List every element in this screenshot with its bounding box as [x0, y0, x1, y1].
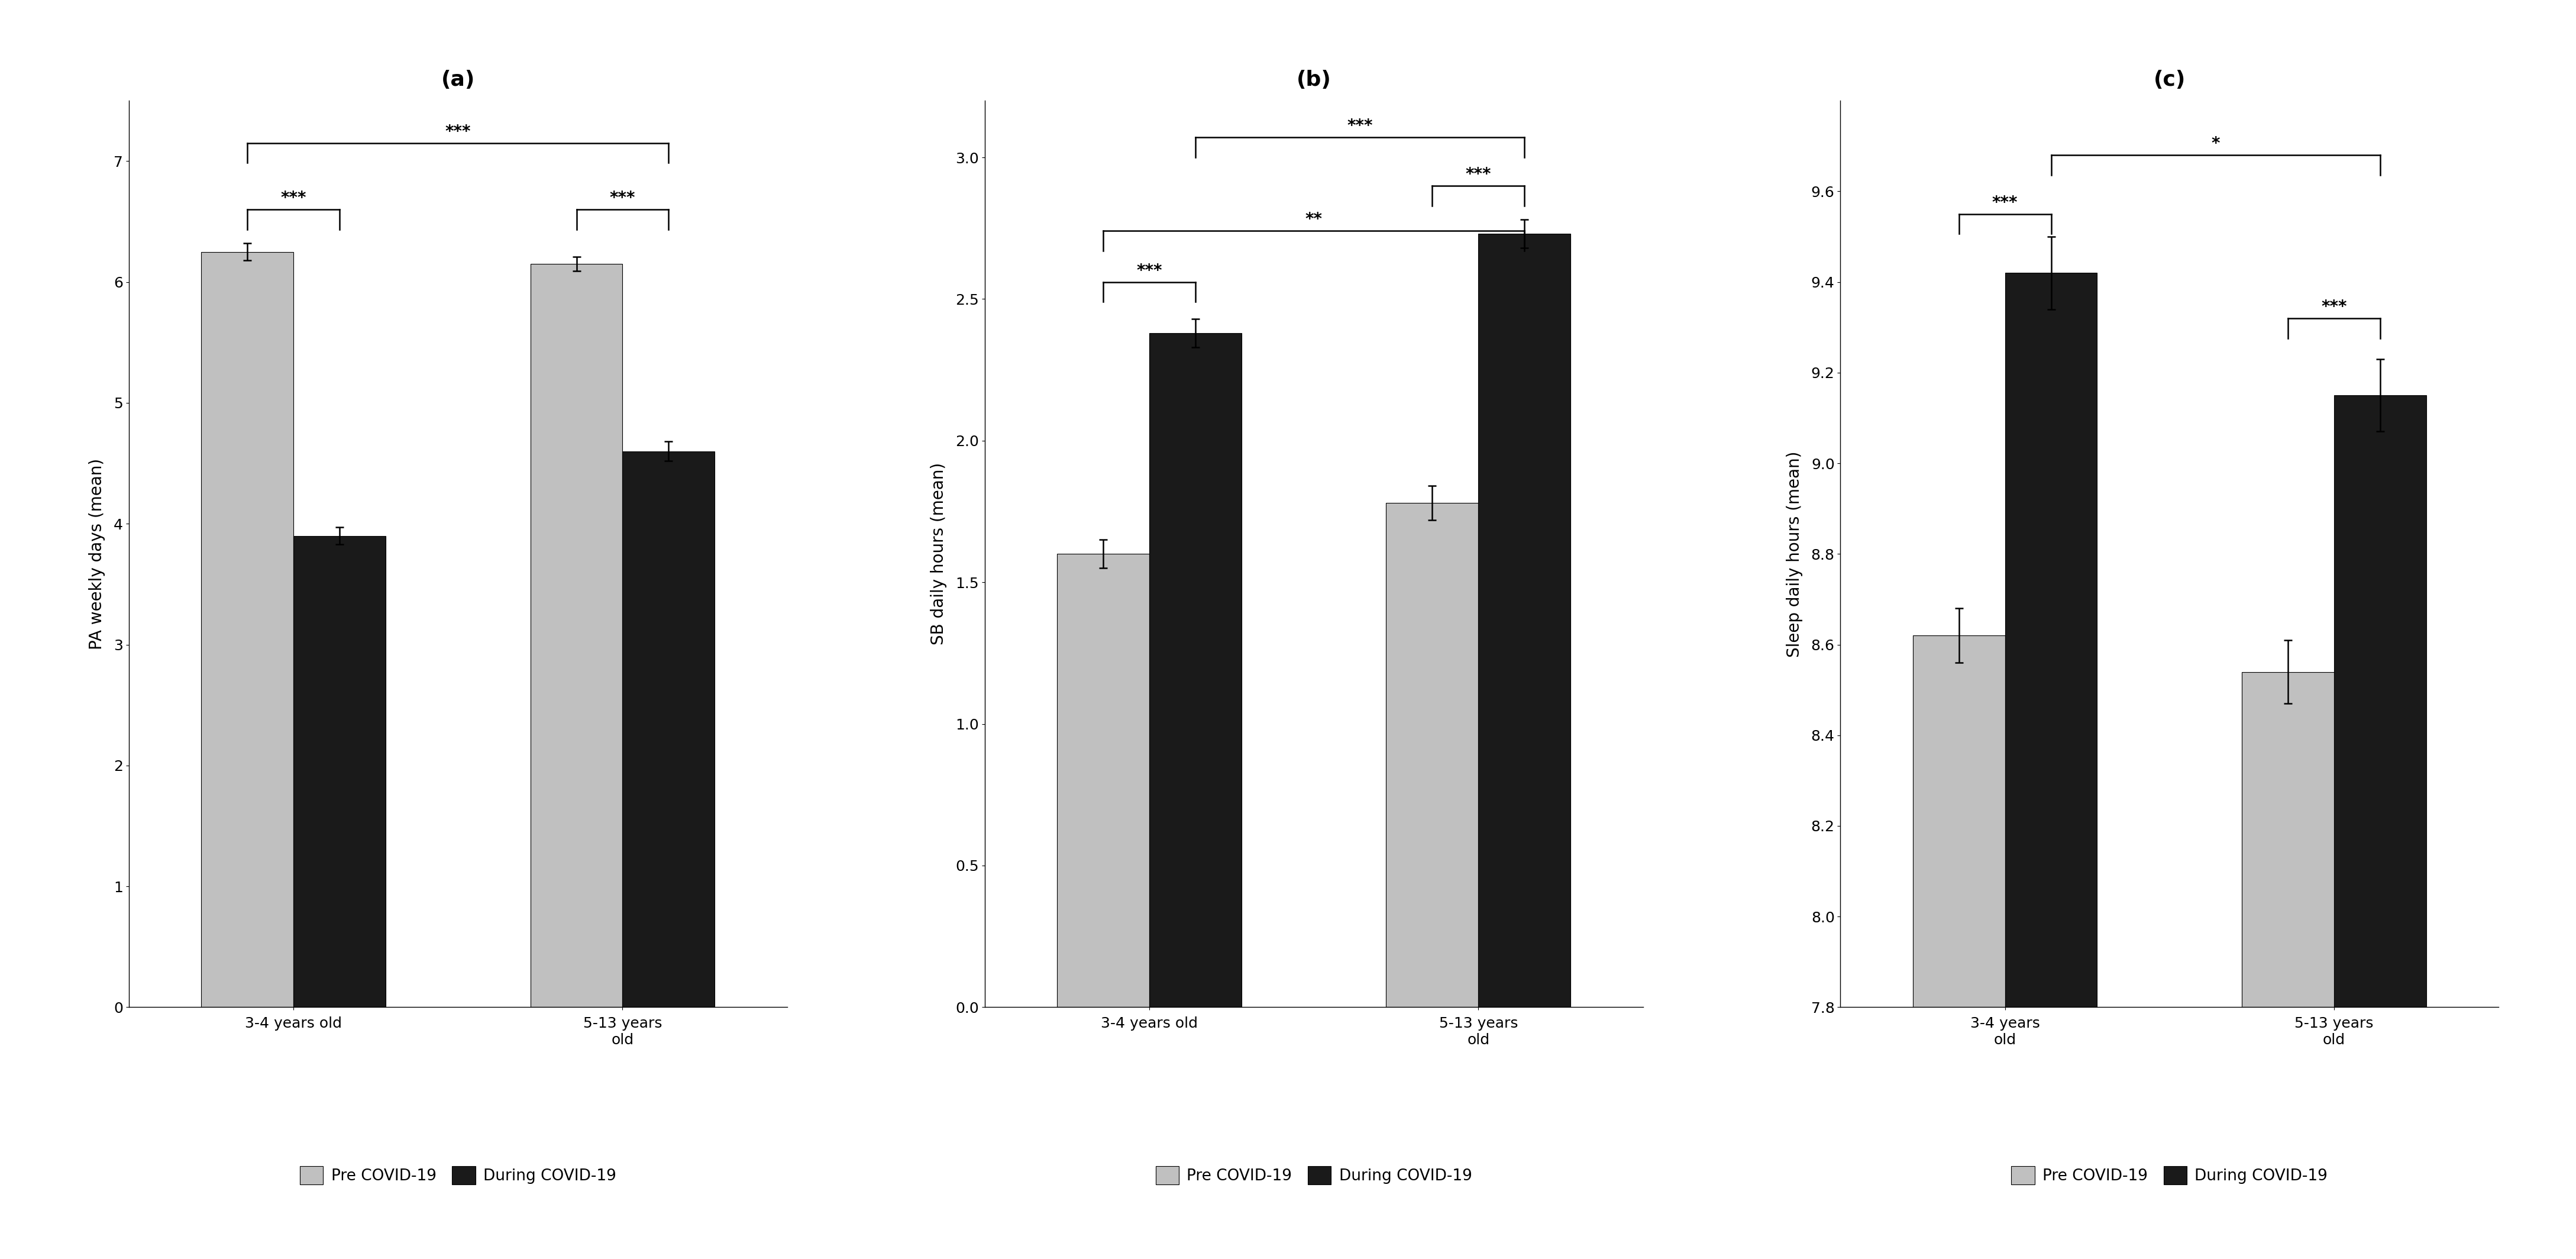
Text: ***: ***: [1991, 194, 2017, 212]
Text: *: *: [2210, 136, 2221, 152]
Text: ***: ***: [1347, 118, 1373, 135]
Title: (c): (c): [2154, 71, 2184, 91]
Text: ***: ***: [1136, 262, 1162, 279]
Bar: [2334, 395, 2427, 1007]
Bar: [201, 252, 294, 1007]
Legend: Pre COVID-19, During COVID-19: Pre COVID-19, During COVID-19: [1149, 1160, 1479, 1191]
Bar: [623, 451, 714, 1007]
Text: ***: ***: [611, 190, 636, 206]
Bar: [2004, 273, 2097, 1007]
Legend: Pre COVID-19, During COVID-19: Pre COVID-19, During COVID-19: [2004, 1160, 2334, 1191]
Bar: [2241, 672, 2334, 1007]
Bar: [294, 536, 386, 1007]
Title: (a): (a): [440, 71, 474, 91]
Bar: [1386, 502, 1479, 1007]
Bar: [1914, 636, 2004, 1007]
Legend: Pre COVID-19, During COVID-19: Pre COVID-19, During COVID-19: [294, 1160, 623, 1191]
Title: (b): (b): [1296, 71, 1332, 91]
Y-axis label: PA weekly days (mean): PA weekly days (mean): [88, 458, 106, 650]
Y-axis label: Sleep daily hours (mean): Sleep daily hours (mean): [1785, 451, 1803, 657]
Bar: [1479, 234, 1571, 1007]
Text: ***: ***: [446, 123, 471, 140]
Bar: [1056, 554, 1149, 1007]
Text: ***: ***: [1466, 166, 1492, 183]
Text: ***: ***: [281, 190, 307, 206]
Text: **: **: [1306, 212, 1321, 228]
Text: ***: ***: [2321, 298, 2347, 315]
Bar: [1149, 334, 1242, 1007]
Bar: [531, 264, 623, 1007]
Y-axis label: SB daily hours (mean): SB daily hours (mean): [930, 463, 948, 645]
